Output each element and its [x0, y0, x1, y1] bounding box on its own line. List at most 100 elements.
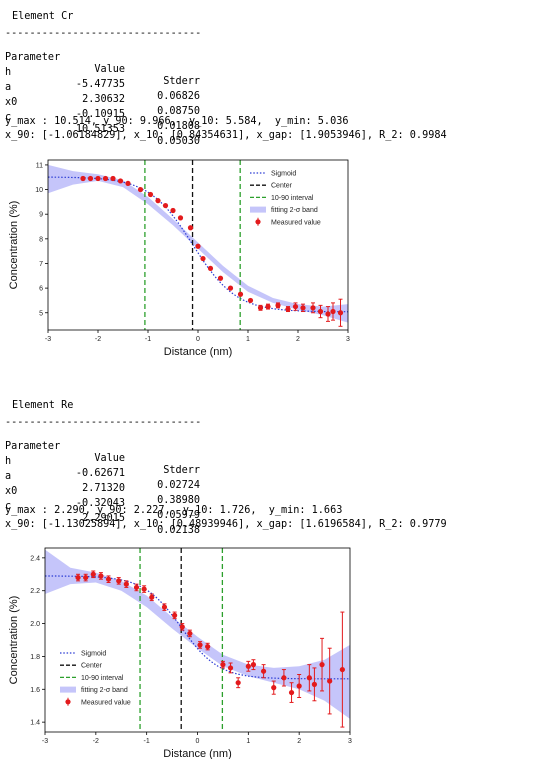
- data-point: [90, 571, 96, 577]
- data-point: [170, 207, 176, 214]
- param-name: a: [5, 82, 12, 93]
- data-point: [172, 612, 178, 618]
- param-value: 2.30632: [82, 94, 125, 105]
- y-tick-label: 6: [39, 286, 43, 293]
- divider: --------------------------------: [5, 28, 202, 39]
- data-point: [110, 175, 116, 182]
- data-point: [137, 186, 144, 193]
- legend-label: fitting 2-σ band: [81, 687, 128, 694]
- param-stderr: 0.01808: [157, 121, 200, 132]
- table-row: h -5.47735 0.06826: [5, 55, 235, 102]
- data-point: [117, 178, 124, 184]
- data-point: [155, 198, 161, 204]
- x-tick-label: -1: [144, 738, 150, 745]
- data-point: [275, 302, 281, 308]
- y-axis-label: Concentration (%): [8, 596, 20, 685]
- data-point: [87, 175, 94, 182]
- y-tick-label: 2.0: [30, 621, 40, 628]
- data-point: [102, 175, 109, 182]
- table-row: x0 -0.32043 0.05979: [5, 474, 235, 521]
- x-tick-label: 0: [196, 336, 200, 343]
- x-tick-label: -3: [45, 336, 51, 343]
- header-value: Value: [94, 64, 125, 75]
- data-point: [265, 303, 271, 310]
- data-point: [179, 624, 185, 630]
- y-tick-label: 10: [35, 187, 43, 194]
- y-tick-label: 2.2: [30, 588, 40, 595]
- x-tick-label: 3: [348, 738, 352, 745]
- data-point: [257, 305, 264, 311]
- param-stderr: 0.05030: [157, 136, 200, 147]
- x-tick-label: -1: [145, 336, 151, 343]
- param-name: x0: [5, 97, 18, 108]
- data-point: [330, 308, 336, 315]
- summary-line: x_90: [-1.06184829], x_10: [0.84354631],…: [5, 130, 447, 141]
- data-point: [220, 662, 226, 668]
- data-point: [300, 305, 306, 311]
- header-stderr: Stderr: [163, 76, 200, 87]
- x-tick-label: 1: [246, 738, 250, 745]
- data-point: [296, 683, 302, 689]
- data-point: [227, 285, 234, 291]
- data-point: [123, 581, 129, 587]
- table-row: a 2.71320 0.38980: [5, 459, 235, 506]
- header-parameter: Parameter: [5, 52, 61, 63]
- chart-re: -3 -2 -1 0 1 2 3 1.4 1.6 1.8 2.0 2.2 2.4 Distance (nm…: [8, 547, 352, 759]
- x-tick-label: 0: [196, 738, 200, 745]
- param-value: 2.71320: [82, 483, 125, 494]
- y-tick-label: 7: [39, 261, 43, 268]
- legend-point-swatch: [65, 699, 71, 705]
- param-value: -5.47735: [75, 79, 125, 90]
- data-point: [337, 310, 344, 316]
- legend-label: Center: [271, 183, 293, 190]
- param-name: h: [5, 67, 12, 78]
- param-value: 2.29015: [82, 513, 125, 524]
- legend-label: 10-90 interval: [81, 675, 124, 682]
- data-point: [105, 576, 112, 582]
- y-tick-label: 2.4: [30, 555, 40, 562]
- legend-label: fitting 2-σ band: [271, 207, 318, 214]
- data-point: [116, 578, 122, 584]
- data-point: [247, 297, 254, 304]
- param-name: a: [5, 471, 12, 482]
- fitting-band: [45, 549, 350, 719]
- data-point: [310, 305, 316, 311]
- data-point: [80, 175, 86, 182]
- y-tick-label: 9: [39, 212, 43, 219]
- data-point: [288, 689, 295, 696]
- data-point: [250, 662, 257, 668]
- data-point: [227, 665, 234, 671]
- legend-band-swatch: [250, 206, 266, 213]
- legend-label: Measured value: [271, 219, 321, 226]
- data-point: [83, 574, 89, 581]
- data-point: [161, 604, 168, 610]
- x-axis-label: Distance (nm): [164, 346, 232, 358]
- data-point: [237, 291, 244, 297]
- x-tick-label: 2: [297, 738, 301, 745]
- data-point: [200, 255, 206, 262]
- table-row: a 2.30632 0.08750: [5, 70, 235, 117]
- param-name: x0: [5, 486, 18, 497]
- data-point: [95, 175, 101, 182]
- x-tick-label: -2: [93, 738, 99, 745]
- y-tick-label: 1.4: [30, 720, 40, 727]
- data-point: [195, 243, 201, 249]
- legend-label: Sigmoid: [271, 171, 296, 178]
- param-name: c: [5, 501, 12, 512]
- table-row: c 10.51353 0.05030: [5, 100, 235, 147]
- divider: --------------------------------: [5, 417, 202, 428]
- y-axis-label: Concentration (%): [8, 201, 20, 290]
- y-tick-label: 8: [39, 236, 43, 243]
- param-stderr: 0.06826: [157, 91, 200, 102]
- legend-point-swatch: [255, 219, 261, 225]
- data-point: [292, 303, 299, 310]
- param-name: c: [5, 112, 12, 123]
- data-point: [187, 225, 194, 231]
- data-point: [125, 180, 131, 187]
- data-point: [187, 630, 193, 637]
- data-point: [325, 311, 331, 317]
- legend-label: Sigmoid: [81, 651, 106, 658]
- param-value: -0.62671: [75, 468, 125, 479]
- param-stderr: 0.05979: [157, 510, 200, 521]
